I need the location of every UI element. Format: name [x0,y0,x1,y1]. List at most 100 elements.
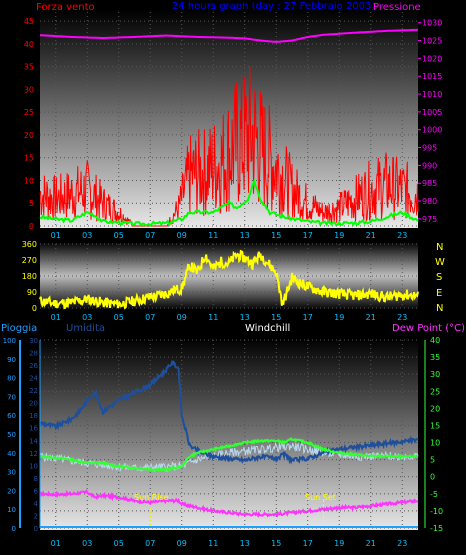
direction-label-n-top: N [436,242,443,253]
wind-ytick-40: 40 [24,40,34,49]
dir-xtick-05: 05 [114,313,124,322]
pressure-ytick-1025: 1025 [422,37,442,46]
weather-xtick-01: 01 [51,539,61,548]
wind-ytick-0: 0 [29,222,34,231]
dir-xtick-21: 21 [366,313,376,322]
humidity-ytick-30: 30 [7,469,16,477]
humidity-ytick-10: 10 [7,506,16,514]
wind-xtick-07: 07 [145,231,155,240]
weather-xtick-05: 05 [114,539,124,548]
rain-ytick-8: 8 [34,475,38,483]
pressure-axis-title: Pressione [373,2,421,13]
dir-xtick-01: 01 [51,313,61,322]
dir-ytick-180: 180 [22,272,37,281]
weather-xtick-19: 19 [334,539,344,548]
rain-ytick-26: 26 [29,362,38,370]
dir-xtick-07: 07 [145,313,155,322]
wind-ytick-30: 30 [24,85,34,94]
temperature-series [39,436,419,473]
weather-xtick-09: 09 [177,539,187,548]
weather-bottom-panel [40,338,418,530]
wind-xtick-15: 15 [271,231,281,240]
pressure-ytick-985: 985 [422,179,437,188]
rain-ytick-12: 12 [29,450,38,458]
wind-ytick-45: 45 [24,17,34,26]
weather-xtick-11: 11 [208,539,218,548]
windchill-legend: Windchill [245,323,290,334]
pressure-series [39,28,419,44]
dir-xtick-03: 03 [82,313,92,322]
humidity-axis-title: Umidita [66,323,105,334]
humidity-ytick-80: 80 [7,375,16,383]
rain-ytick-2: 2 [34,512,38,520]
temp-ytick--15: -15 [430,524,443,533]
direction-label-w: W [435,257,445,268]
rain-axis-title: Pioggia [1,323,37,334]
humidity-ytick-0: 0 [12,525,16,533]
dir-xtick-15: 15 [271,313,281,322]
pressure-ytick-1005: 1005 [422,108,442,117]
humidity-ytick-90: 90 [7,356,16,364]
rain-ytick-28: 28 [29,350,38,358]
wind-xtick-17: 17 [303,231,313,240]
weather-xtick-15: 15 [271,539,281,548]
rain-ytick-0: 0 [34,525,38,533]
temp-ytick-5: 5 [430,456,435,465]
wind-xtick-11: 11 [208,231,218,240]
rain-ytick-4: 4 [34,500,39,508]
humidity-ytick-70: 70 [7,393,16,401]
sun-rise-label: Sun Rise [134,493,169,502]
temp-ytick-30: 30 [430,370,440,379]
temp-ytick-20: 20 [430,404,440,413]
pressure-ytick-990: 990 [422,161,437,170]
wind-xtick-09: 09 [177,231,187,240]
wind-ytick-15: 15 [24,154,34,163]
rain-ytick-6: 6 [34,487,39,495]
pressure-ytick-980: 980 [422,197,437,206]
rain-ytick-22: 22 [29,387,38,395]
pressure-ytick-1020: 1020 [422,54,442,63]
sun-set-label: Sun Set [305,493,336,502]
gust-series [39,178,419,227]
wind-ytick-25: 25 [24,108,34,117]
dir-xtick-19: 19 [334,313,344,322]
wind-direction-series [39,249,419,310]
pressure-ytick-995: 995 [422,144,437,153]
wind-xtick-23: 23 [397,231,407,240]
wind-xtick-01: 01 [51,231,61,240]
temp-ytick-25: 25 [430,387,440,396]
rain-ytick-18: 18 [29,412,38,420]
rain-ytick-20: 20 [29,400,38,408]
dir-xtick-17: 17 [303,313,313,322]
temp-ytick--10: -10 [430,507,443,516]
rain-ytick-24: 24 [29,375,38,383]
weather-xtick-23: 23 [397,539,407,548]
rain-ytick-16: 16 [29,425,38,433]
direction-label-n-bottom: N [436,303,443,314]
chart-title: 24 hours graph (day : 27 Febbraio 2003) [172,1,375,12]
wind-ytick-10: 10 [24,176,34,185]
temp-ytick-10: 10 [430,439,440,448]
weather-xtick-17: 17 [303,539,313,548]
dir-ytick-90: 90 [27,288,37,297]
wind-ytick-5: 5 [29,199,34,208]
dir-xtick-13: 13 [240,313,250,322]
humidity-ytick-100: 100 [3,337,16,345]
humidity-ytick-40: 40 [7,450,16,458]
temp-ytick-40: 40 [430,336,440,345]
temp-ytick--5: -5 [430,490,438,499]
wind-xtick-05: 05 [114,231,124,240]
weather-xtick-03: 03 [82,539,92,548]
pressure-ytick-1030: 1030 [422,19,442,28]
pressure-ytick-975: 975 [422,215,437,224]
dir-ytick-360: 360 [22,240,37,249]
wind-xtick-13: 13 [240,231,250,240]
weather-xtick-13: 13 [240,539,250,548]
temp-ytick-35: 35 [430,353,440,362]
pressure-ytick-1000: 1000 [422,126,442,135]
temp-ytick-0: 0 [430,473,435,482]
dir-xtick-09: 09 [177,313,187,322]
wind-ytick-20: 20 [24,131,34,140]
humidity-ytick-60: 60 [7,412,16,420]
